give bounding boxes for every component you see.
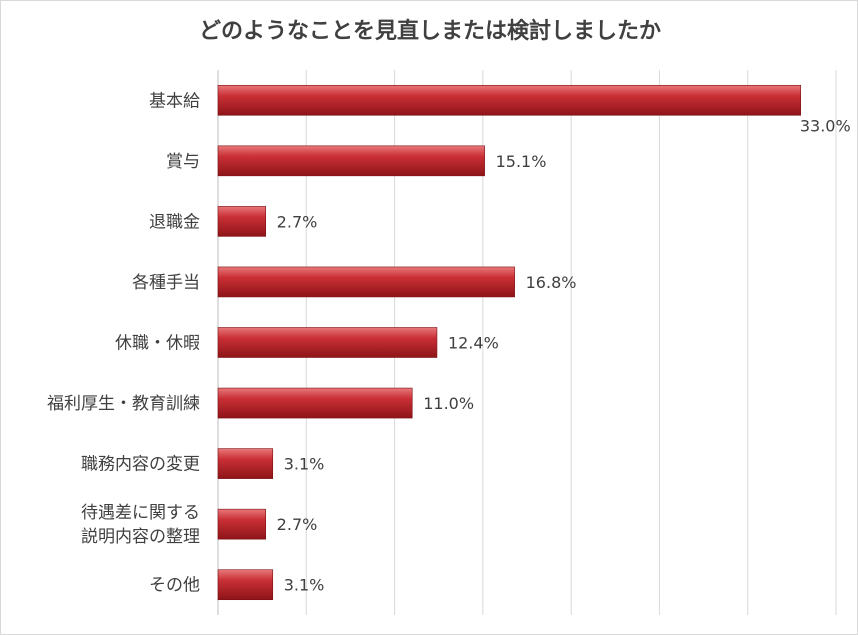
category-label: 待遇差に関する xyxy=(81,503,200,523)
chart-title: どのようなことを見直しまたは検討しましたか xyxy=(198,19,661,44)
data-label: 3.1% xyxy=(284,455,325,474)
data-label: 33.0% xyxy=(800,116,851,135)
category-label: 退職金 xyxy=(149,212,200,232)
bar xyxy=(217,206,266,237)
category-label: 説明内容の整理 xyxy=(81,527,200,547)
category-label: 各種手当 xyxy=(132,273,200,293)
category-label: 休職・休暇 xyxy=(115,334,200,354)
bar xyxy=(217,508,266,540)
category-label: その他 xyxy=(149,576,200,596)
data-label: 2.7% xyxy=(277,515,318,534)
bar xyxy=(217,327,438,358)
bar xyxy=(217,387,413,419)
bar xyxy=(217,84,801,116)
category-label: 職務内容の変更 xyxy=(81,455,200,475)
data-label: 16.8% xyxy=(526,273,577,292)
category-label: 基本給 xyxy=(149,91,200,111)
data-label: 2.7% xyxy=(277,212,318,231)
bar xyxy=(217,448,274,479)
category-label: 福利厚生・教育訓練 xyxy=(47,394,200,414)
bar xyxy=(217,266,515,298)
data-label: 3.1% xyxy=(284,576,325,595)
category-label: 賞与 xyxy=(166,152,200,172)
data-label: 11.0% xyxy=(423,394,474,413)
bar xyxy=(217,145,485,177)
bar xyxy=(217,569,274,601)
data-label: 15.1% xyxy=(496,152,547,171)
data-label: 12.4% xyxy=(448,334,499,353)
